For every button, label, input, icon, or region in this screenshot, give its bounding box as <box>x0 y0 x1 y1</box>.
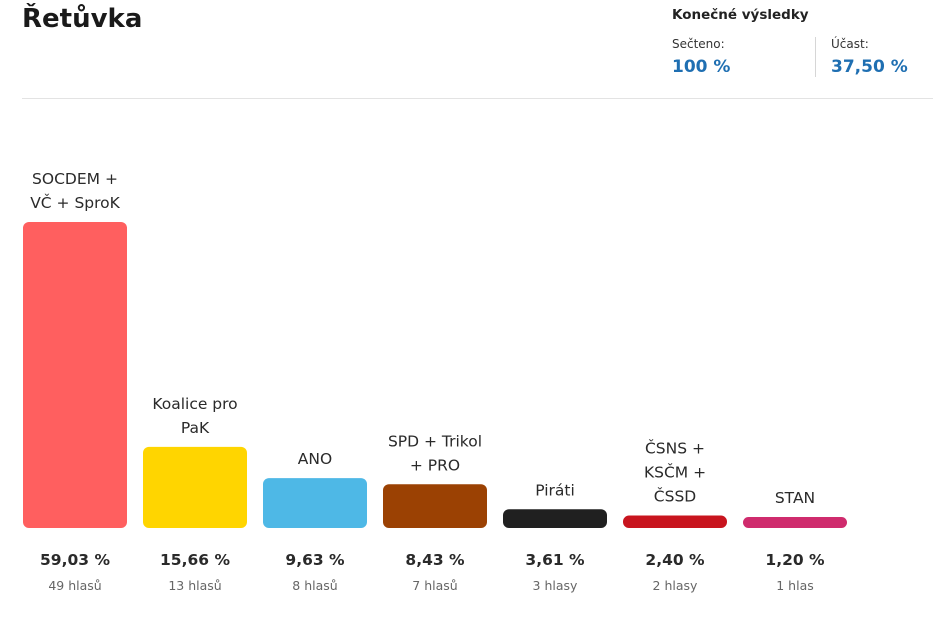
value-label-7: 1,20 % <box>765 551 825 569</box>
bar-2 <box>143 446 247 528</box>
votes-label-1: 49 hlasů <box>48 578 101 593</box>
value-label-3: 9,63 % <box>285 551 345 569</box>
category-label-5: Piráti <box>535 481 575 499</box>
header-divider <box>22 98 933 99</box>
category-label-2: Koalice pro PaK <box>152 395 237 437</box>
bar-5 <box>503 509 607 528</box>
results-heading: Konečné výsledky <box>672 7 809 23</box>
counted-label: Sečteno: <box>672 37 725 51</box>
turnout-label: Účast: <box>831 37 869 51</box>
category-label-6: ČSNS + KSČM + ČSSD <box>644 439 706 506</box>
bar-7 <box>743 517 847 528</box>
votes-label-2: 13 hlasů <box>168 578 221 593</box>
category-label-1: SOCDEM + VČ + SproK <box>30 170 120 212</box>
votes-label-4: 7 hlasů <box>412 578 457 593</box>
turnout-value: 37,50 % <box>831 57 908 77</box>
value-label-4: 8,43 % <box>405 551 465 569</box>
bar-4 <box>383 484 487 528</box>
value-label-2: 15,66 % <box>160 551 230 569</box>
bar-1 <box>23 222 127 528</box>
value-label-6: 2,40 % <box>645 551 705 569</box>
value-label-1: 59,03 % <box>40 551 110 569</box>
page-title: Řetůvka <box>22 4 143 34</box>
votes-label-3: 8 hlasů <box>292 578 337 593</box>
counted-stat: Sečteno: 100 % <box>672 37 730 77</box>
turnout-stat: Účast: 37,50 % <box>831 37 908 77</box>
votes-label-6: 2 hlasy <box>653 578 698 593</box>
bar-6 <box>623 515 727 528</box>
votes-label-7: 1 hlas <box>776 578 814 593</box>
bar-3 <box>263 478 367 528</box>
counted-value: 100 % <box>672 57 731 77</box>
stat-divider <box>815 37 816 77</box>
value-label-5: 3,61 % <box>525 551 585 569</box>
votes-label-5: 3 hlasy <box>533 578 578 593</box>
category-label-4: SPD + Trikol + PRO <box>388 432 482 474</box>
results-summary: Konečné výsledky Sečteno: 100 % Účast: 3… <box>672 7 922 77</box>
category-label-7: STAN <box>775 489 815 507</box>
category-label-3: ANO <box>298 450 332 468</box>
